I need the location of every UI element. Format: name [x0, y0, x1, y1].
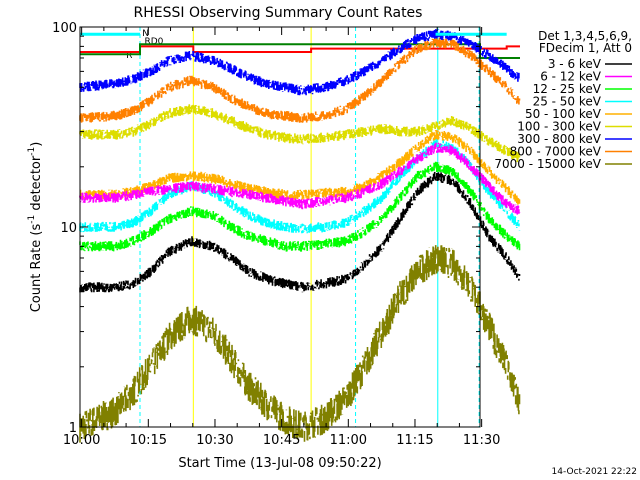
legend-label-7: 800 - 7000 keV [510, 145, 602, 159]
legend-label-2: 12 - 25 keV [533, 82, 602, 96]
annotation-2: N [142, 29, 149, 39]
y-tick-label-2: 100 [52, 21, 77, 36]
legend-label-3: 25 - 50 keV [533, 95, 602, 109]
series-layer [79, 29, 521, 443]
x-tick-label-4: 11:00 [330, 433, 367, 448]
y-axis-label-mid: detector [29, 155, 44, 215]
legend-label-6: 300 - 800 keV [517, 132, 601, 146]
y-axis-label-exp1: -1 [27, 215, 37, 224]
ticks-layer: 10:00 10:15 10:30 10:45 11:00 11:15 11:30 1 10 10… [52, 21, 500, 448]
annotation-0: RD0 [144, 37, 163, 47]
legend-label-0: 3 - 6 keV [548, 57, 602, 71]
x-tick-label-6: 11:30 [463, 433, 500, 448]
series-line-7000-15000-kev [79, 245, 521, 443]
chart-title: RHESSI Observing Summary Count Rates [134, 5, 423, 21]
x-tick-label-2: 10:30 [196, 433, 233, 448]
x-tick-label-1: 10:15 [130, 433, 167, 448]
date-stamp: 14-Oct-2021 22:22 [552, 467, 637, 477]
legend-label-8: 7000 - 15000 keV [494, 157, 601, 171]
legend-label-4: 50 - 100 keV [525, 107, 602, 121]
y-tick-label-0: 1 [69, 421, 77, 436]
x-tick-label-5: 11:15 [396, 433, 433, 448]
x-axis-label: Start Time (13-Jul-08 09:50:22) [178, 456, 381, 471]
legend: Det 1,3,4,5,6,9, FDecim 1, Att 0 3 - 6 k… [494, 29, 632, 171]
annotation-1: R [126, 51, 132, 61]
x-tick-label-3: 10:45 [263, 433, 300, 448]
legend-header-line-2: FDecim 1, Att 0 [539, 41, 632, 55]
y-tick-label-1: 10 [60, 221, 77, 236]
x-tick-label-0: 10:00 [63, 433, 100, 448]
y-axis-label-end: ) [29, 142, 44, 147]
y-axis-label-exp2: -1 [27, 147, 37, 156]
legend-header-line-1: Det 1,3,4,5,6,9, [538, 29, 632, 43]
legend-label-5: 100 - 300 keV [517, 120, 601, 134]
y-axis-label-main: Count Rate (s [29, 224, 44, 313]
legend-label-1: 6 - 12 keV [540, 70, 602, 84]
y-axis-label: Count Rate (s-1 detector-1) [27, 142, 44, 313]
